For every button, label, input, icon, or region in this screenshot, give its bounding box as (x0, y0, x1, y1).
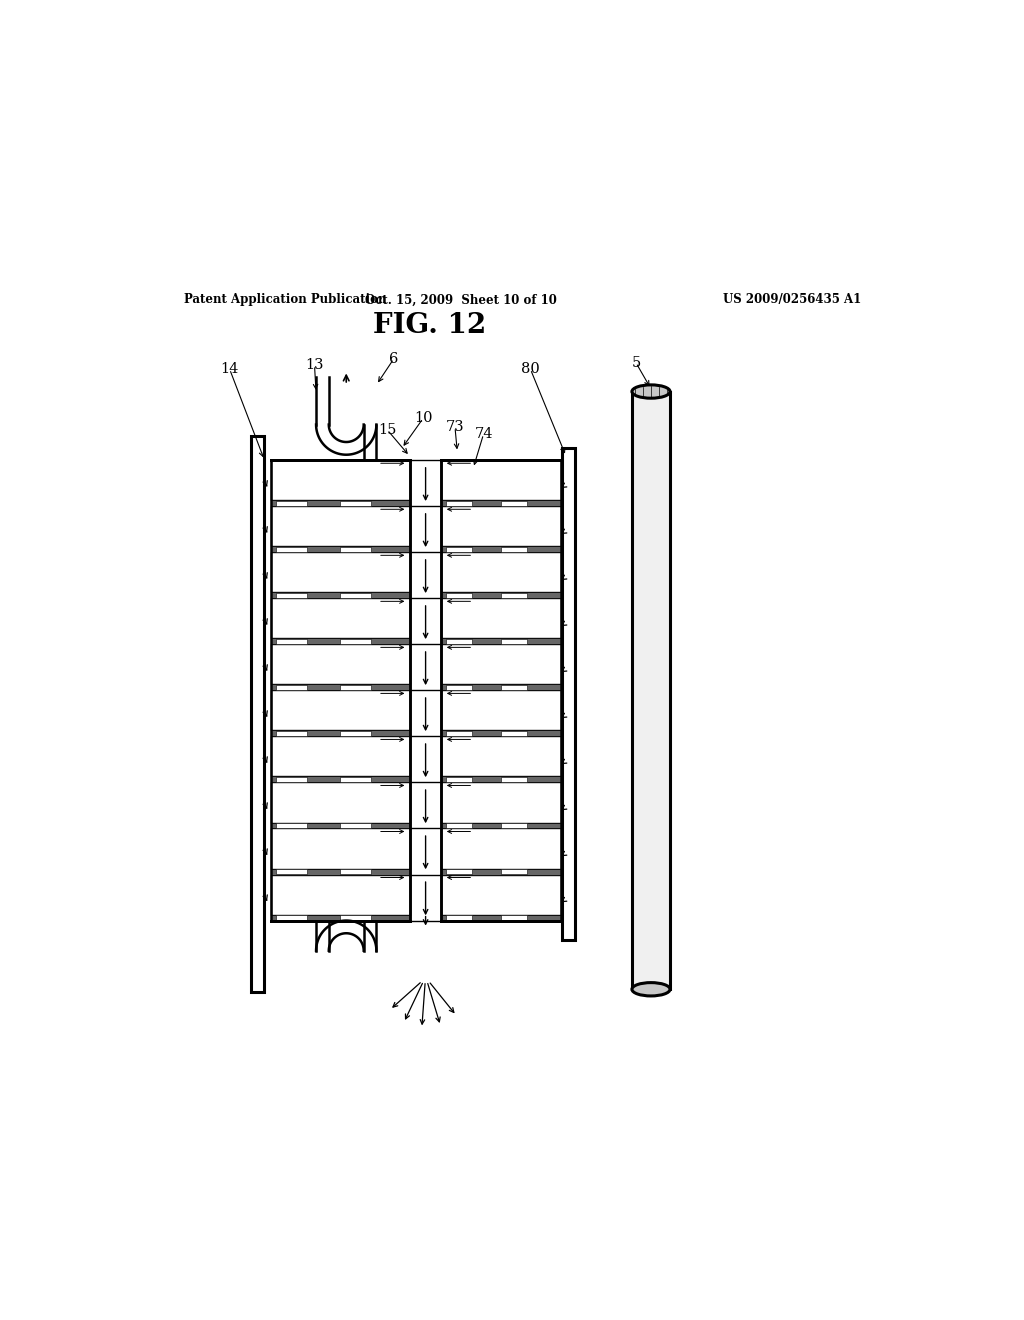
Bar (270, 507, 410, 546)
Bar (441, 500, 560, 507)
Bar (441, 507, 560, 546)
Bar (441, 546, 560, 552)
Bar (441, 730, 560, 737)
Bar (276, 546, 307, 552)
Bar (441, 598, 560, 639)
Text: 14: 14 (220, 362, 239, 376)
Bar (276, 777, 307, 781)
Bar (270, 776, 410, 783)
Bar (501, 546, 527, 552)
Bar (270, 783, 410, 822)
Bar (340, 546, 371, 552)
Bar (270, 639, 410, 644)
Bar (270, 690, 410, 730)
Bar (501, 824, 527, 828)
Bar (276, 685, 307, 689)
Bar (501, 870, 527, 874)
Bar (270, 915, 410, 920)
Bar (441, 875, 560, 915)
Bar (270, 598, 410, 639)
Bar (276, 870, 307, 874)
Bar (276, 731, 307, 735)
Bar (270, 730, 410, 737)
Text: Patent Application Publication: Patent Application Publication (183, 293, 386, 306)
Bar (441, 783, 560, 822)
Bar (446, 870, 472, 874)
Bar (441, 829, 560, 869)
Bar (446, 685, 472, 689)
Bar (441, 593, 560, 598)
Bar (446, 502, 472, 506)
Bar (270, 875, 410, 915)
Bar (441, 869, 560, 875)
Text: US 2009/0256435 A1: US 2009/0256435 A1 (723, 293, 861, 306)
Bar (270, 644, 410, 685)
Bar (340, 593, 371, 598)
Bar (441, 915, 560, 920)
Bar (270, 869, 410, 875)
Bar (441, 461, 560, 500)
Text: 5: 5 (631, 355, 641, 370)
Bar (441, 644, 560, 685)
Bar (446, 546, 472, 552)
Bar (501, 685, 527, 689)
Bar (441, 552, 560, 593)
Text: Oct. 15, 2009  Sheet 10 of 10: Oct. 15, 2009 Sheet 10 of 10 (366, 293, 557, 306)
Bar (501, 639, 527, 644)
Bar (270, 546, 410, 552)
Bar (276, 639, 307, 644)
Bar (501, 731, 527, 735)
Text: 15: 15 (378, 424, 396, 437)
Bar (340, 502, 371, 506)
Bar (446, 777, 472, 781)
Bar (270, 822, 410, 829)
Text: 80: 80 (521, 362, 540, 376)
Bar (446, 731, 472, 735)
Bar (340, 824, 371, 828)
Bar (340, 777, 371, 781)
Bar (276, 502, 307, 506)
Bar (441, 690, 560, 730)
Bar (270, 737, 410, 776)
Bar (441, 776, 560, 783)
Bar (270, 829, 410, 869)
Bar (441, 822, 560, 829)
Bar (446, 639, 472, 644)
Bar (446, 915, 472, 920)
Bar (441, 737, 560, 776)
Bar (251, 437, 264, 991)
Bar (340, 685, 371, 689)
Text: 6: 6 (389, 351, 398, 366)
Bar (270, 461, 410, 500)
Bar (270, 685, 410, 690)
Ellipse shape (632, 982, 670, 997)
Bar (270, 500, 410, 507)
Bar (501, 777, 527, 781)
Bar (441, 685, 560, 690)
Ellipse shape (632, 385, 670, 399)
Bar (270, 552, 410, 593)
Bar (340, 639, 371, 644)
Text: 74: 74 (474, 428, 493, 441)
Bar (276, 915, 307, 920)
Text: 13: 13 (305, 358, 324, 372)
Text: 10: 10 (414, 412, 432, 425)
Bar (276, 824, 307, 828)
Text: FIG. 12: FIG. 12 (373, 312, 486, 339)
Bar (340, 915, 371, 920)
Bar (340, 731, 371, 735)
Text: 73: 73 (445, 420, 464, 434)
Bar (446, 824, 472, 828)
Bar (276, 593, 307, 598)
Bar (270, 593, 410, 598)
Bar (501, 915, 527, 920)
Bar (441, 639, 560, 644)
Bar (501, 593, 527, 598)
Bar (562, 449, 574, 940)
Bar (632, 392, 670, 989)
Bar (340, 870, 371, 874)
Bar (446, 593, 472, 598)
Bar (501, 502, 527, 506)
